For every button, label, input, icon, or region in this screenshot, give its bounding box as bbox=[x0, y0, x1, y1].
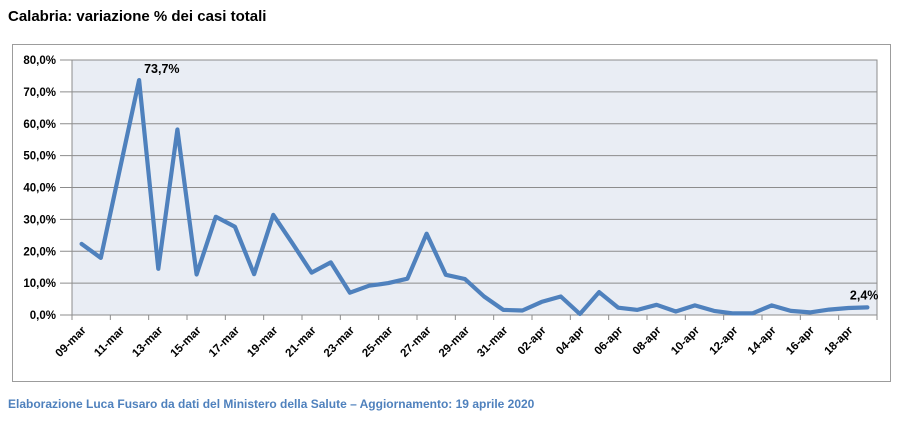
y-tick-label: 0,0% bbox=[30, 310, 56, 322]
x-tick-label: 10-apr bbox=[669, 324, 702, 357]
x-tick-label: 25-mar bbox=[360, 324, 396, 360]
x-tick-label: 29-mar bbox=[437, 324, 473, 360]
y-tick-label: 50,0% bbox=[23, 151, 56, 163]
footer-credit: Elaborazione Luca Fusaro da dati del Min… bbox=[8, 397, 535, 411]
y-tick-label: 70,0% bbox=[23, 87, 56, 99]
x-tick-label: 21-mar bbox=[284, 324, 320, 360]
chart-frame: 0,0% 10,0% 20,0% 30,0% 40,0% 50,0% 60,0% 70,0% 8… bbox=[12, 44, 891, 382]
chart-title: Calabria: variazione % dei casi totali bbox=[8, 8, 267, 25]
y-tick-label: 80,0% bbox=[23, 55, 56, 67]
y-tick-label: 20,0% bbox=[23, 246, 56, 258]
x-tick-label: 16-apr bbox=[784, 324, 817, 357]
x-tick-label: 09-mar bbox=[54, 324, 90, 360]
x-tick-label: 04-apr bbox=[554, 324, 587, 357]
data-label: 2,4% bbox=[850, 288, 879, 302]
x-tick-label: 15-mar bbox=[169, 324, 205, 360]
x-tick-label: 18-apr bbox=[822, 324, 855, 357]
y-tick-label: 40,0% bbox=[23, 183, 56, 195]
x-tick-label: 31-mar bbox=[475, 324, 511, 360]
x-tick-label: 19-mar bbox=[245, 324, 281, 360]
x-tick-label: 23-mar bbox=[322, 324, 358, 360]
x-tick-label: 14-apr bbox=[746, 324, 779, 357]
y-tick-label: 10,0% bbox=[23, 278, 56, 290]
x-tick-label: 12-apr bbox=[707, 324, 740, 357]
data-label: 73,7% bbox=[144, 62, 179, 76]
x-tick-label: 13-mar bbox=[130, 324, 166, 360]
y-tick-label: 60,0% bbox=[23, 119, 56, 131]
x-tick-label: 27-mar bbox=[399, 324, 435, 360]
x-tick-label: 02-apr bbox=[516, 324, 549, 357]
x-tick-label: 11-mar bbox=[92, 324, 127, 359]
series-line bbox=[79, 77, 870, 317]
x-tick-label: 17-mar bbox=[207, 324, 243, 360]
y-tick-label: 30,0% bbox=[23, 214, 56, 226]
x-tick-label: 06-apr bbox=[592, 324, 625, 357]
line-chart: 0,0% 10,0% 20,0% 30,0% 40,0% 50,0% 60,0% 70,0% 8… bbox=[23, 55, 879, 360]
x-tick-label: 08-apr bbox=[631, 324, 664, 357]
